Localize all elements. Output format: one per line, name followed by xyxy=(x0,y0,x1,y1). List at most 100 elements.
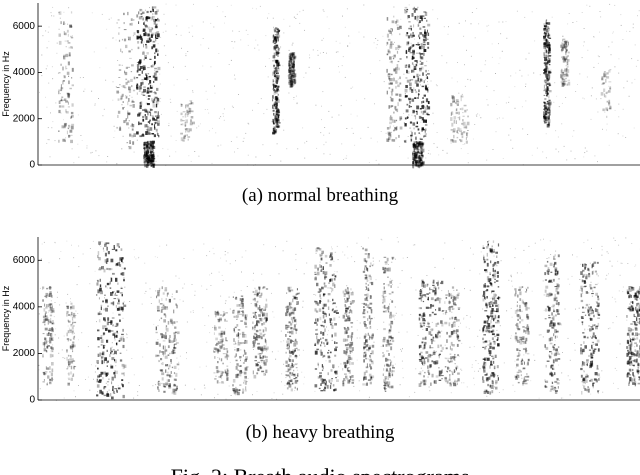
spectral-energy xyxy=(454,370,456,373)
spectral-energy xyxy=(555,296,558,299)
spectral-energy xyxy=(348,344,352,348)
spectral-energy xyxy=(412,44,414,47)
spectral-energy xyxy=(466,132,469,134)
spectral-energy xyxy=(244,316,248,321)
spectral-energy xyxy=(111,317,115,319)
spectral-energy xyxy=(112,272,115,275)
spectral-noise xyxy=(265,35,267,37)
spectral-energy xyxy=(45,337,47,341)
spectral-noise xyxy=(420,84,421,86)
spectral-noise xyxy=(393,125,395,127)
spectral-energy xyxy=(526,375,530,378)
spectral-energy xyxy=(322,365,324,370)
spectral-energy xyxy=(106,361,108,364)
spectral-energy xyxy=(549,53,551,55)
spectral-noise xyxy=(59,93,61,95)
spectral-energy xyxy=(417,144,420,147)
spectral-energy xyxy=(438,354,441,357)
spectral-noise xyxy=(292,42,294,44)
spectral-energy xyxy=(548,307,551,311)
spectral-energy xyxy=(405,34,408,37)
spectral-energy xyxy=(563,56,565,60)
spectral-energy xyxy=(149,144,152,147)
spectral-energy xyxy=(149,160,152,162)
spectral-energy xyxy=(419,293,422,297)
spectral-energy xyxy=(272,107,275,109)
spectral-noise xyxy=(363,4,365,6)
spectral-energy xyxy=(424,360,426,365)
spectral-energy xyxy=(168,337,170,342)
spectral-energy xyxy=(555,390,558,392)
spectral-energy xyxy=(289,351,292,354)
spectral-energy xyxy=(411,69,413,73)
spectral-energy xyxy=(58,130,60,132)
spectral-energy xyxy=(286,387,289,390)
spectral-energy xyxy=(348,317,351,322)
spectral-energy xyxy=(173,378,176,381)
spectral-noise xyxy=(564,46,566,48)
spectral-noise xyxy=(231,105,233,107)
spectral-energy xyxy=(351,350,353,353)
spectral-energy xyxy=(455,111,458,115)
spectral-energy xyxy=(153,134,156,138)
spectral-noise xyxy=(352,86,354,88)
spectral-energy xyxy=(545,117,549,122)
spectral-energy xyxy=(422,281,424,284)
spectral-energy xyxy=(419,290,423,294)
spectral-noise xyxy=(304,157,306,159)
spectral-energy xyxy=(524,302,528,305)
spectral-energy xyxy=(496,365,499,369)
spectral-energy xyxy=(547,30,550,32)
spectral-energy xyxy=(427,46,430,49)
spectral-energy xyxy=(369,336,371,339)
spectral-energy xyxy=(452,139,455,143)
spectral-energy xyxy=(608,69,611,73)
spectral-noise xyxy=(228,64,230,65)
spectral-energy xyxy=(547,109,549,113)
spectral-energy xyxy=(258,317,261,319)
spectral-noise xyxy=(53,15,55,17)
spectral-energy xyxy=(416,73,419,78)
spectral-energy xyxy=(244,340,248,344)
spectral-energy xyxy=(151,157,154,159)
spectral-energy xyxy=(553,324,555,328)
spectral-noise xyxy=(424,79,426,81)
spectral-energy xyxy=(522,301,524,304)
spectral-energy xyxy=(243,381,245,384)
spectral-energy xyxy=(129,23,132,26)
spectral-energy xyxy=(333,310,336,313)
spectral-noise xyxy=(280,46,282,48)
spectral-energy xyxy=(142,52,145,55)
spectral-energy xyxy=(548,90,552,93)
spectral-noise xyxy=(147,92,149,94)
spectral-energy xyxy=(364,277,368,280)
spectral-energy xyxy=(146,145,148,148)
spectral-energy xyxy=(487,344,490,346)
spectral-energy xyxy=(427,355,429,359)
spectral-energy xyxy=(242,302,244,307)
spectral-energy xyxy=(484,346,487,350)
spectral-energy xyxy=(544,107,547,109)
spectral-energy xyxy=(419,371,422,376)
spectral-energy xyxy=(437,330,440,332)
spectral-energy xyxy=(557,322,559,325)
spectral-energy xyxy=(70,365,73,370)
spectral-energy xyxy=(343,294,346,297)
spectral-energy xyxy=(316,339,319,343)
spectral-energy xyxy=(545,65,548,69)
spectral-energy xyxy=(544,28,546,30)
spectral-energy xyxy=(123,277,125,281)
spectral-noise xyxy=(543,63,545,65)
spectral-energy xyxy=(273,126,276,129)
spectral-noise xyxy=(597,62,599,64)
spectral-energy xyxy=(293,63,295,65)
spectral-energy xyxy=(110,365,114,369)
spectral-energy xyxy=(103,394,107,397)
spectral-energy xyxy=(127,112,130,116)
spectral-energy xyxy=(245,366,249,368)
spectral-energy xyxy=(292,67,295,69)
spectral-noise xyxy=(252,7,254,9)
spectral-energy xyxy=(66,349,68,353)
spectral-energy xyxy=(118,127,122,131)
spectral-energy xyxy=(259,308,262,312)
